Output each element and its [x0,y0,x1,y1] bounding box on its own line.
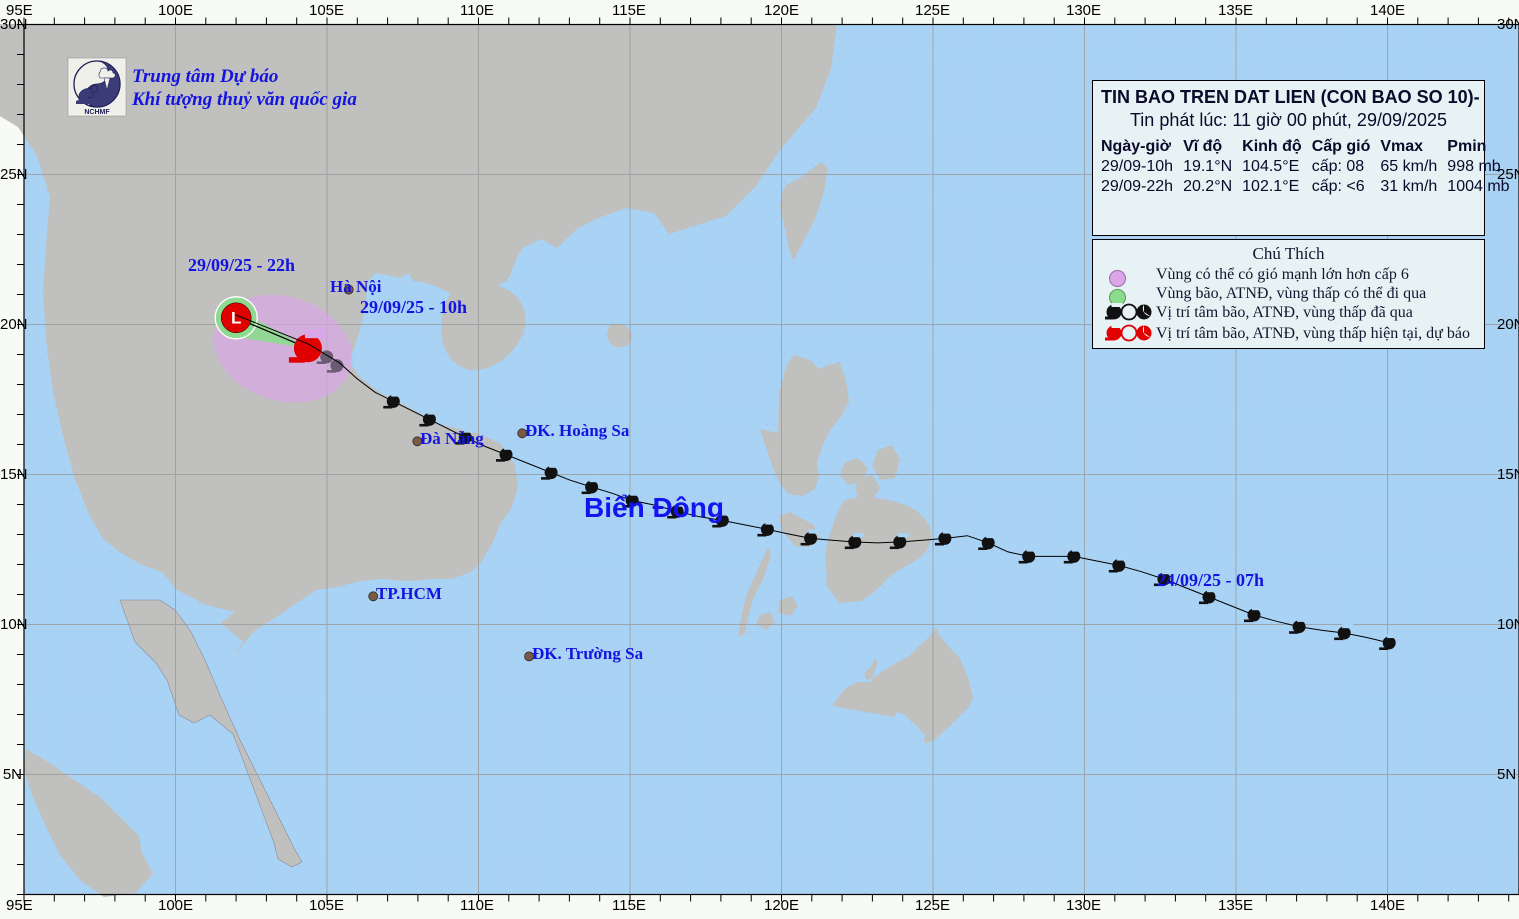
svg-text:L: L [231,309,241,328]
svg-text:NCHMF: NCHMF [84,109,110,116]
